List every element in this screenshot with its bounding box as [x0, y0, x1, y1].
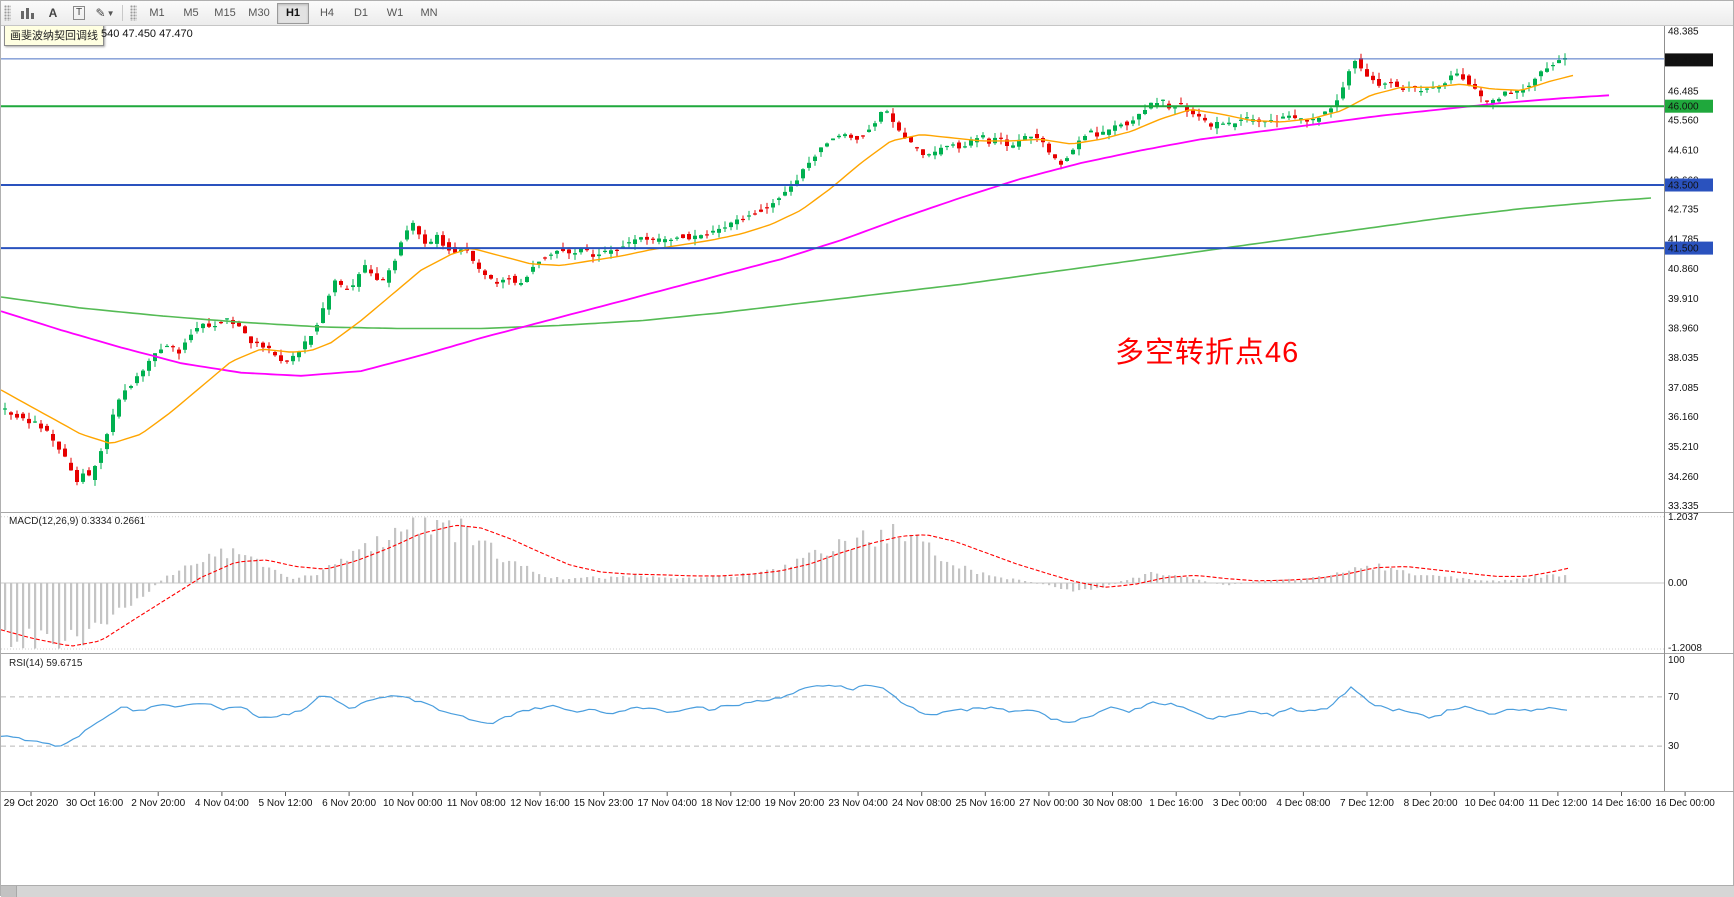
horizontal-line-objects — [1, 58, 1664, 250]
timeframe-button-m5[interactable]: M5 — [183, 7, 199, 19]
svg-text:43.500: 43.500 — [1668, 181, 1699, 192]
chart-mode-button[interactable] — [15, 2, 39, 24]
svg-text:47.470: 47.470 — [1668, 55, 1699, 66]
svg-text:35.210: 35.210 — [1668, 442, 1699, 453]
svg-text:44.610: 44.610 — [1668, 146, 1699, 157]
svg-text:38.035: 38.035 — [1668, 353, 1699, 364]
timeframe-button-group: M1 M5 M15 M30 H1 H4 D1 W1 MN — [140, 2, 446, 24]
svg-text:14 Dec 16:00: 14 Dec 16:00 — [1592, 798, 1652, 809]
toolbar: A T ✎ ▼ M1 M5 M15 M30 H1 H4 D1 W1 MN — [1, 1, 1733, 26]
svg-text:10 Dec 04:00: 10 Dec 04:00 — [1465, 798, 1525, 809]
moving-averages — [1, 74, 1652, 444]
text-tool-button[interactable]: A — [41, 2, 65, 24]
chart-annotation-text[interactable]: 多空转折点46 — [1115, 337, 1300, 369]
timeframe-button-h1[interactable]: H1 — [277, 2, 309, 24]
candlesticks — [3, 53, 1567, 486]
rsi-axis-labels: 100 70 30 — [1668, 655, 1685, 752]
svg-text:41.500: 41.500 — [1668, 244, 1699, 255]
svg-text:1 Dec 16:00: 1 Dec 16:00 — [1149, 798, 1203, 809]
macd-indicator-label: MACD(12,26,9) 0.3334 0.2661 — [9, 516, 146, 527]
svg-text:46.485: 46.485 — [1668, 86, 1699, 97]
rsi-indicator-label: RSI(14) 59.6715 — [9, 658, 83, 669]
timeframe-button-m30[interactable]: M30 — [248, 7, 270, 19]
label-tool-label: T — [72, 6, 86, 20]
svg-text:42.735: 42.735 — [1668, 205, 1699, 216]
timeframe-toolbar-grip[interactable] — [130, 5, 137, 21]
svg-text:37.085: 37.085 — [1668, 383, 1699, 394]
bar-chart-icon — [21, 8, 34, 19]
price-axis-badges: 47.470 46.000 43.500 41.500 — [1665, 53, 1713, 255]
scrollbar-grip[interactable] — [1, 886, 17, 897]
svg-text:15 Nov 23:00: 15 Nov 23:00 — [574, 798, 634, 809]
timeframe-button-h4[interactable]: H4 — [319, 7, 335, 19]
svg-text:23 Nov 04:00: 23 Nov 04:00 — [828, 798, 888, 809]
timeframe-button-m1[interactable]: M1 — [149, 7, 165, 19]
svg-text:41.785: 41.785 — [1668, 235, 1699, 246]
timeframe-button-w1[interactable]: W1 — [386, 7, 404, 19]
draw-tools-button[interactable]: ✎ ▼ — [93, 2, 117, 24]
svg-text:46.000: 46.000 — [1668, 102, 1699, 113]
svg-text:30 Nov 08:00: 30 Nov 08:00 — [1083, 798, 1143, 809]
svg-text:18 Nov 12:00: 18 Nov 12:00 — [701, 798, 761, 809]
svg-text:33.335: 33.335 — [1668, 501, 1699, 512]
macd-axis-labels: 1.2037 0.00 -1.2008 — [1668, 512, 1702, 654]
svg-text:36.160: 36.160 — [1668, 412, 1699, 423]
svg-text:4 Nov 04:00: 4 Nov 04:00 — [195, 798, 249, 809]
svg-text:27 Nov 00:00: 27 Nov 00:00 — [1019, 798, 1079, 809]
svg-text:10 Nov 00:00: 10 Nov 00:00 — [383, 798, 443, 809]
svg-text:-1.2008: -1.2008 — [1668, 643, 1702, 654]
rsi-level-lines — [1, 696, 1664, 747]
timeframe-button-d1[interactable]: D1 — [353, 7, 369, 19]
svg-text:5 Nov 12:00: 5 Nov 12:00 — [259, 798, 313, 809]
svg-text:12 Nov 16:00: 12 Nov 16:00 — [510, 798, 570, 809]
text-tool-label: A — [48, 6, 58, 20]
svg-text:4 Dec 08:00: 4 Dec 08:00 — [1276, 798, 1330, 809]
svg-text:29 Oct 2020: 29 Oct 2020 — [4, 798, 59, 809]
ohlc-info-text: 540 47.450 47.470 — [101, 28, 193, 40]
svg-text:70: 70 — [1668, 692, 1680, 703]
svg-text:0.00: 0.00 — [1668, 578, 1688, 589]
svg-text:8 Dec 20:00: 8 Dec 20:00 — [1404, 798, 1458, 809]
macd-histogram — [4, 517, 1567, 649]
fibonacci-tooltip: 画斐波纳契回调线 — [4, 24, 104, 46]
label-tool-button[interactable]: T — [67, 2, 91, 24]
macd-signal-line — [1, 524, 1570, 647]
toolbar-grip[interactable] — [4, 5, 11, 21]
svg-text:11 Dec 12:00: 11 Dec 12:00 — [1529, 798, 1588, 809]
svg-text:11 Nov 08:00: 11 Nov 08:00 — [447, 798, 506, 809]
svg-text:16 Dec 00:00: 16 Dec 00:00 — [1655, 798, 1715, 809]
svg-text:30: 30 — [1668, 741, 1680, 752]
horizontal-scrollbar[interactable] — [1, 885, 1734, 897]
svg-text:7 Dec 12:00: 7 Dec 12:00 — [1340, 798, 1394, 809]
svg-text:3 Dec 00:00: 3 Dec 00:00 — [1213, 798, 1267, 809]
svg-text:38.960: 38.960 — [1668, 324, 1699, 335]
panel-borders — [1, 25, 1734, 792]
svg-text:48.385: 48.385 — [1668, 27, 1699, 38]
timeframe-button-mn[interactable]: MN — [420, 7, 438, 19]
svg-text:40.860: 40.860 — [1668, 264, 1699, 275]
svg-text:39.910: 39.910 — [1668, 294, 1699, 305]
rsi-line — [1, 684, 1568, 747]
timeframe-button-m15[interactable]: M15 — [214, 7, 236, 19]
time-axis: 29 Oct 2020 30 Oct 16:00 2 Nov 20:00 4 Nov … — [4, 792, 1715, 809]
svg-text:17 Nov 04:00: 17 Nov 04:00 — [637, 798, 697, 809]
svg-text:6 Nov 20:00: 6 Nov 20:00 — [322, 798, 376, 809]
svg-text:19 Nov 20:00: 19 Nov 20:00 — [765, 798, 825, 809]
pencil-icon: ✎ — [95, 6, 106, 20]
svg-text:24 Nov 08:00: 24 Nov 08:00 — [892, 798, 952, 809]
chevron-down-icon: ▼ — [106, 8, 115, 18]
svg-text:100: 100 — [1668, 655, 1685, 666]
svg-text:34.260: 34.260 — [1668, 472, 1699, 483]
svg-text:1.2037: 1.2037 — [1668, 512, 1699, 523]
toolbar-separator — [122, 5, 123, 21]
svg-text:45.560: 45.560 — [1668, 116, 1699, 127]
svg-text:25 Nov 16:00: 25 Nov 16:00 — [956, 798, 1016, 809]
price-axis-labels: 48.38547.43546.48545.56044.61043.66042.7… — [1668, 27, 1699, 513]
svg-text:30 Oct 16:00: 30 Oct 16:00 — [66, 798, 124, 809]
svg-text:2 Nov 20:00: 2 Nov 20:00 — [131, 798, 185, 809]
